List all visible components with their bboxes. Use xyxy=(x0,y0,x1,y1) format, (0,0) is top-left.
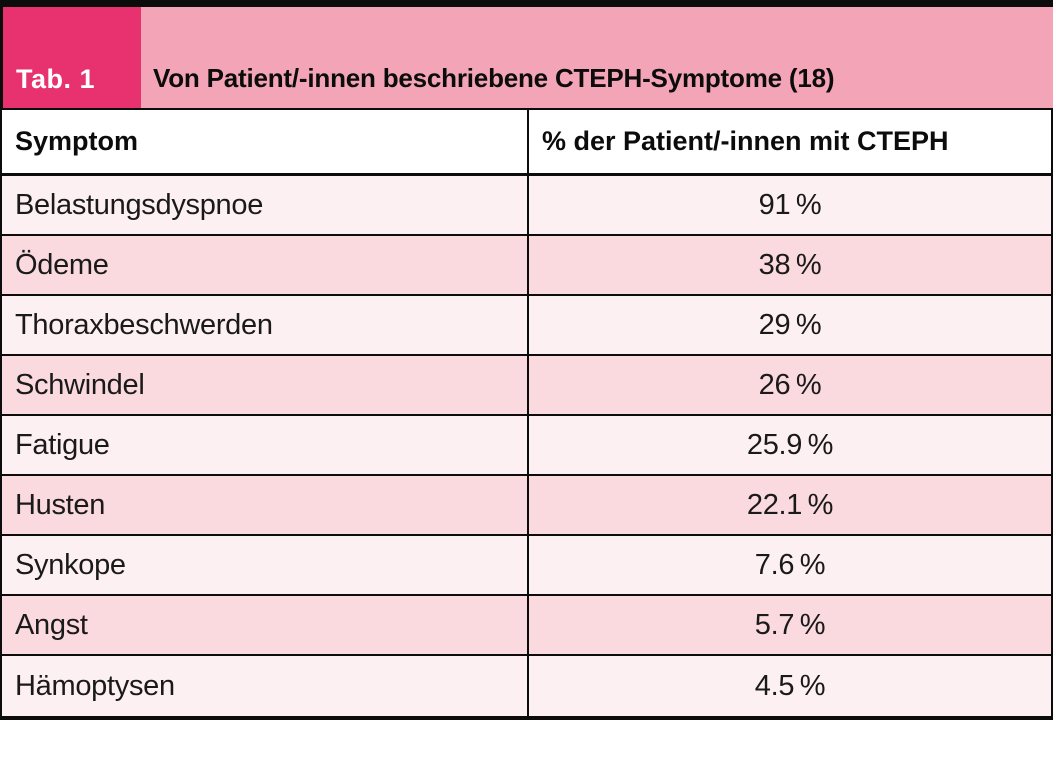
value-cell: 22.1 % xyxy=(746,488,834,521)
symptom-cell: Belastungsdyspnoe xyxy=(2,176,529,234)
table-row: Hämoptysen 4.5 % xyxy=(2,656,1051,716)
table-row: Husten 22.1 % xyxy=(2,476,1051,536)
value-cell: 4.5 % xyxy=(754,669,826,702)
top-rule xyxy=(0,0,1053,7)
table-row: Angst 5.7 % xyxy=(2,596,1051,656)
table-row: Belastungsdyspnoe 91 % xyxy=(2,176,1051,236)
symptom-cell: Ödeme xyxy=(2,236,529,294)
symptoms-table: Symptom % der Patient/-innen mit CTEPH B… xyxy=(0,108,1053,720)
value-cell: 25.9 % xyxy=(746,428,834,461)
symptom-cell: Fatigue xyxy=(2,416,529,474)
table-row: Ödeme 38 % xyxy=(2,236,1051,296)
value-cell: 29 % xyxy=(758,308,822,341)
symptom-cell: Schwindel xyxy=(2,356,529,414)
table-row: Schwindel 26 % xyxy=(2,356,1051,416)
value-cell: 5.7 % xyxy=(754,608,826,641)
column-header-symptom: Symptom xyxy=(2,110,529,173)
symptom-cell: Angst xyxy=(2,596,529,654)
value-cell: 26 % xyxy=(758,368,822,401)
value-cell: 7.6 % xyxy=(754,548,826,581)
value-cell: 38 % xyxy=(758,248,822,281)
table-header-row: Symptom % der Patient/-innen mit CTEPH xyxy=(2,110,1051,176)
table-body: Belastungsdyspnoe 91 % Ödeme 38 % Thorax… xyxy=(2,176,1051,716)
symptom-cell: Thoraxbeschwerden xyxy=(2,296,529,354)
table-row: Synkope 7.6 % xyxy=(2,536,1051,596)
symptom-cell: Synkope xyxy=(2,536,529,594)
value-cell: 91 % xyxy=(758,188,822,221)
table-row: Fatigue 25.9 % xyxy=(2,416,1051,476)
symptom-cell: Husten xyxy=(2,476,529,534)
table-row: Thoraxbeschwerden 29 % xyxy=(2,296,1051,356)
table-title: Von Patient/-innen beschriebene CTEPH-Sy… xyxy=(141,7,1053,108)
symptom-cell: Hämoptysen xyxy=(2,656,529,716)
figure-header-band: Tab. 1 Von Patient/-innen beschriebene C… xyxy=(0,7,1053,108)
column-header-percentage: % der Patient/-innen mit CTEPH xyxy=(542,126,949,156)
table-number-badge: Tab. 1 xyxy=(0,7,141,108)
